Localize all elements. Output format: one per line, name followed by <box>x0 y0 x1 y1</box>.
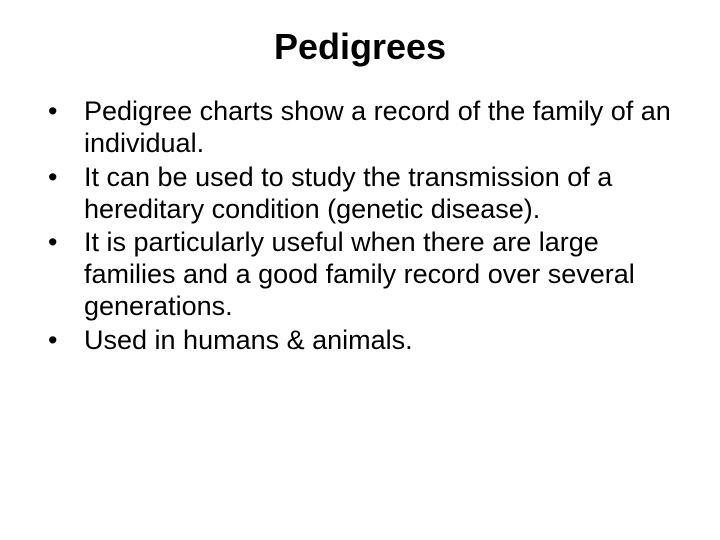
bullet-item: It is particularly useful when there are… <box>40 227 680 323</box>
bullet-item: Pedigree charts show a record of the fam… <box>40 96 680 160</box>
bullet-list: Pedigree charts show a record of the fam… <box>40 96 680 357</box>
slide-title: Pedigrees <box>40 26 680 68</box>
bullet-item: Used in humans & animals. <box>40 325 680 357</box>
slide: Pedigrees Pedigree charts show a record … <box>0 0 720 540</box>
bullet-item: It can be used to study the transmission… <box>40 162 680 226</box>
